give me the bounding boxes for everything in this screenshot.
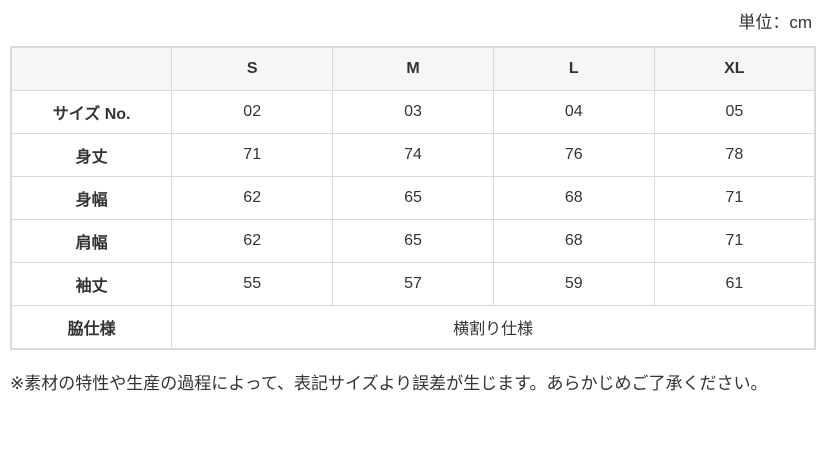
disclaimer-note: ※素材の特性や生産の過程によって、表記サイズより誤差が生じます。あらかじめご了承… xyxy=(10,374,768,393)
side-spec-span-cell: 横割り仕様 xyxy=(171,305,816,350)
table-header-row: S M L XL xyxy=(10,46,816,91)
size-value-cell: 61 xyxy=(653,262,816,306)
row-label: 身幅 xyxy=(10,176,173,220)
size-table: S M L XL サイズ No. 02 03 04 05 身丈 71 74 76… xyxy=(10,46,816,350)
size-value-cell: 71 xyxy=(653,219,816,263)
size-value-cell: 62 xyxy=(171,176,334,220)
size-value-cell: 04 xyxy=(492,90,655,134)
size-value-cell: 65 xyxy=(332,219,494,263)
table-row-side-spec: 脇仕様 横割り仕様 xyxy=(10,305,816,350)
size-value-cell: 55 xyxy=(171,262,334,306)
unit-label: 単位：cm xyxy=(738,13,812,32)
size-value-cell: 57 xyxy=(332,262,494,306)
col-header-xl: XL xyxy=(653,46,816,91)
size-value-cell: 59 xyxy=(492,262,655,306)
size-value-cell: 05 xyxy=(653,90,816,134)
col-header-empty xyxy=(10,46,173,91)
col-header-l: L xyxy=(492,46,655,91)
table-row-body-length: 身丈 71 74 76 78 xyxy=(10,133,816,177)
table-row-sleeve-length: 袖丈 55 57 59 61 xyxy=(10,262,816,306)
size-value-cell: 71 xyxy=(171,133,334,177)
table-row-size-no: サイズ No. 02 03 04 05 xyxy=(10,90,816,134)
size-value-cell: 65 xyxy=(332,176,494,220)
size-value-cell: 68 xyxy=(492,176,655,220)
row-label: 肩幅 xyxy=(10,219,173,263)
table-row-shoulder-width: 肩幅 62 65 68 71 xyxy=(10,219,816,263)
size-value-cell: 03 xyxy=(332,90,494,134)
row-label: 身丈 xyxy=(10,133,173,177)
col-header-m: M xyxy=(332,46,494,91)
table-row-body-width: 身幅 62 65 68 71 xyxy=(10,176,816,220)
size-value-cell: 62 xyxy=(171,219,334,263)
row-label: サイズ No. xyxy=(10,90,173,134)
size-value-cell: 68 xyxy=(492,219,655,263)
row-label: 脇仕様 xyxy=(10,305,173,350)
size-value-cell: 71 xyxy=(653,176,816,220)
col-header-s: S xyxy=(171,46,334,91)
size-value-cell: 02 xyxy=(171,90,334,134)
size-value-cell: 78 xyxy=(653,133,816,177)
size-value-cell: 76 xyxy=(492,133,655,177)
row-label: 袖丈 xyxy=(10,262,173,306)
size-value-cell: 74 xyxy=(332,133,494,177)
